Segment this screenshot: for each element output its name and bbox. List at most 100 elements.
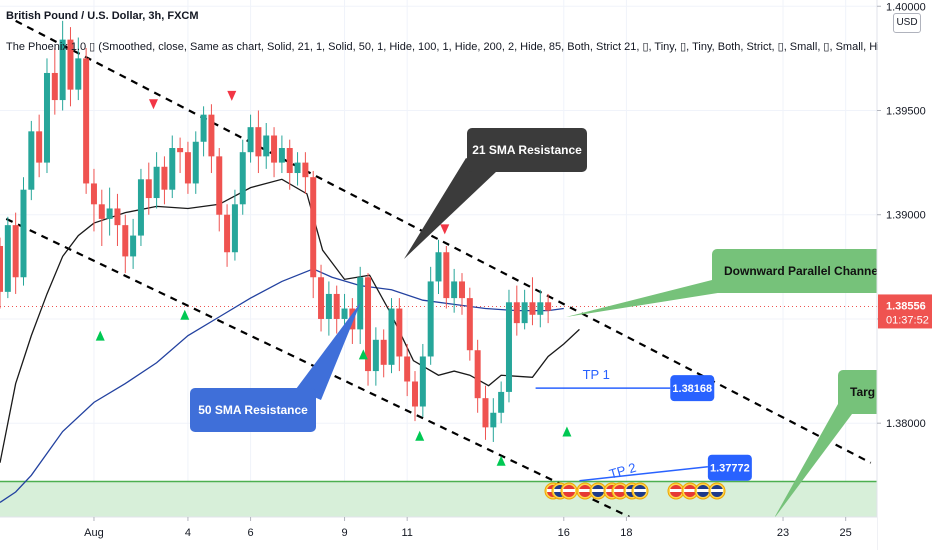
candle-body [513,302,520,324]
candle-body [498,391,505,413]
candle-body [443,252,450,299]
price-tick-label: 1.38000 [886,418,926,430]
chart-title: British Pound / U.S. Dollar, 3h, FXCM [6,10,199,22]
support-zone [0,480,877,517]
time-tick-label: 9 [341,527,347,539]
candle-body [537,302,544,315]
event-flag-stripe [554,489,566,492]
candle-body [521,302,528,324]
support-band [0,481,877,517]
candle-body [12,225,19,278]
candle-body [325,293,332,319]
sma50-callout-pointer [296,302,361,400]
candle-body [224,214,231,253]
sell-arrow [148,99,158,110]
event-flag-stripe [634,489,646,492]
candle-body [505,302,512,392]
moving-averages [0,178,580,503]
event-flag-stripe [670,489,682,492]
candle-body [145,179,152,199]
time-axis-bg [0,517,877,550]
candle-body [419,356,426,407]
sma50-callout-box [190,388,316,432]
candle-body [341,308,348,319]
price-tick-label: 1.40000 [886,1,926,13]
candle-body [161,166,168,190]
price-tick-label: 1.39500 [886,105,926,117]
candle-body [75,58,82,90]
buy-arrow [95,330,105,341]
channel-upper [15,19,872,464]
candle-body [59,39,66,101]
sell-arrow [227,90,237,101]
tp1-box [670,375,715,402]
sell-arrow [440,224,450,235]
candle-body [0,245,3,292]
indicator-legend[interactable]: The Phoenix 1.0 ▯ (Smoothed, close, Same… [6,41,878,53]
time-tick-label: 18 [620,527,632,539]
candle-body [294,162,301,174]
candle-body [278,148,285,163]
currency-button[interactable]: USD [893,13,921,33]
candle-body [177,148,184,153]
target-callout-pointer [773,404,852,520]
candle-body [98,204,105,219]
tp2-line [579,465,708,482]
price-axis[interactable]: 1.380001.385001.390001.395001.400001.385… [876,0,932,550]
target-callout-text: Targ [850,385,875,399]
candle-body [184,152,191,184]
candle-body [28,131,35,190]
buy-arrow [415,430,425,441]
candle-body [388,308,395,365]
time-axis[interactable]: Aug 4 6 9 11 16 18 23 25 [0,516,877,550]
channel-callout-pointer [566,280,724,317]
time-tick-label: 16 [558,527,570,539]
candle-body [466,298,473,351]
sma50-callout-text: 50 SMA Resistance [198,403,308,417]
candle-body [43,72,50,163]
sma21-callout-text: 21 SMA Resistance [472,143,582,157]
buy-arrow [180,309,190,320]
candle-body [130,235,137,257]
candle-body [239,152,246,205]
sma21-callout-box [467,128,587,172]
candle-body [216,156,223,215]
event-flag-stripe [684,489,696,492]
candle-body [380,339,387,365]
event-flag-stripe [592,489,604,492]
candles [0,20,552,442]
sma21-callout-pointer [404,158,497,259]
candle-body [200,114,207,142]
candle-body [263,135,270,157]
candle-body [255,127,262,157]
event-flag-stripe [697,489,709,492]
candle-body [90,183,97,205]
last-price-tag [878,294,932,329]
annotations: 21 SMA Resistance 50 SMA Resistance Downwa… [190,128,892,520]
candle-body [271,135,278,163]
candle-body [231,204,238,253]
channel-callout-text: Downward Parallel Channel [724,264,881,278]
candle-body [286,148,293,174]
candle-body [318,277,325,319]
candle-body [372,339,379,372]
candle-body [137,179,144,236]
take-profit-levels: TP 1 1.38168 TP 2 1.37772 [535,367,752,482]
buy-arrow [496,455,506,466]
candle-body [114,208,121,226]
candle-body [51,72,58,101]
candle-body [451,281,458,299]
event-flag-stripe [614,489,626,492]
candle-body [106,208,113,219]
candle-body [404,356,411,382]
candle-body [490,412,497,428]
chart-grid [0,0,877,517]
bar-countdown: 01:37:52 [886,314,929,326]
event-flags [544,482,726,500]
tp2-label: TP 2 [607,460,637,482]
time-tick-label: 6 [248,527,254,539]
channel-lower [5,217,631,518]
time-tick-label: 25 [840,527,852,539]
time-tick-label: 11 [401,527,412,539]
